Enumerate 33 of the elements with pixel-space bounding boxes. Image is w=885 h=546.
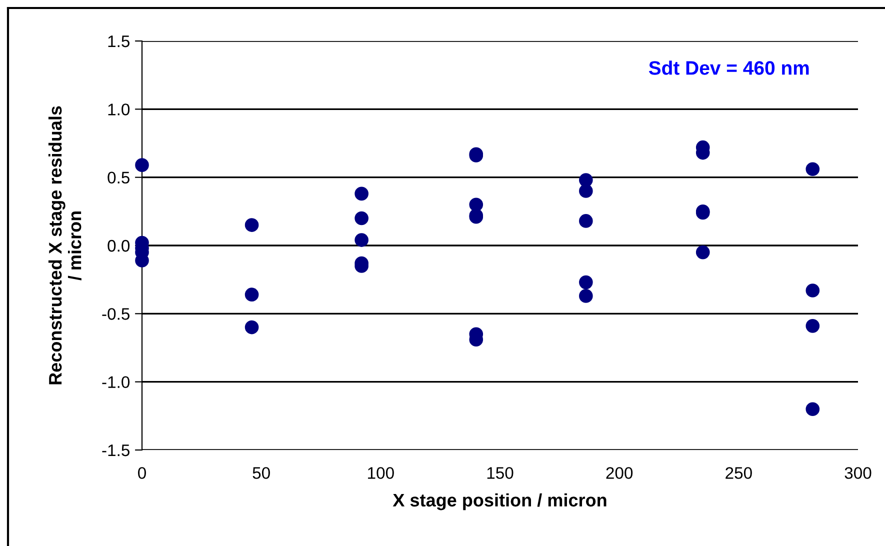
y-tick-label: -1.5 — [102, 444, 130, 456]
y-tick-label: 1.5 — [108, 36, 130, 48]
x-tick-label: 50 — [252, 467, 270, 479]
point — [806, 402, 820, 416]
y-tick-label: -1.0 — [102, 376, 130, 388]
point — [696, 245, 710, 260]
y-tick-label: 0.0 — [108, 240, 130, 252]
point — [806, 319, 820, 333]
y-tick-label: 0.5 — [108, 172, 130, 184]
point — [806, 284, 820, 298]
x-tick-label: 250 — [726, 467, 752, 479]
point — [579, 289, 593, 303]
point — [244, 288, 259, 302]
y-axis-title: Reconstructed X stage residuals / micron — [48, 106, 82, 384]
x-tick-label: 200 — [606, 467, 633, 479]
point — [579, 184, 593, 198]
point — [806, 162, 820, 176]
point — [354, 211, 368, 226]
point — [244, 320, 259, 334]
x-tick-label: 0 — [138, 467, 146, 479]
y-tick-label: -0.5 — [102, 308, 130, 320]
point — [579, 275, 593, 290]
x-axis-title: X stage position / micron — [392, 493, 606, 510]
point — [135, 158, 149, 172]
point — [354, 186, 368, 201]
point — [354, 233, 368, 247]
point — [579, 214, 593, 228]
x-tick-label: 150 — [487, 467, 514, 479]
y-tick-label: 1.0 — [108, 104, 130, 116]
x-tick-label: 100 — [368, 467, 394, 479]
x-tick-label: 300 — [844, 467, 872, 479]
point — [244, 218, 259, 232]
annotation: Sdt Dev = 460 nm — [648, 60, 809, 75]
